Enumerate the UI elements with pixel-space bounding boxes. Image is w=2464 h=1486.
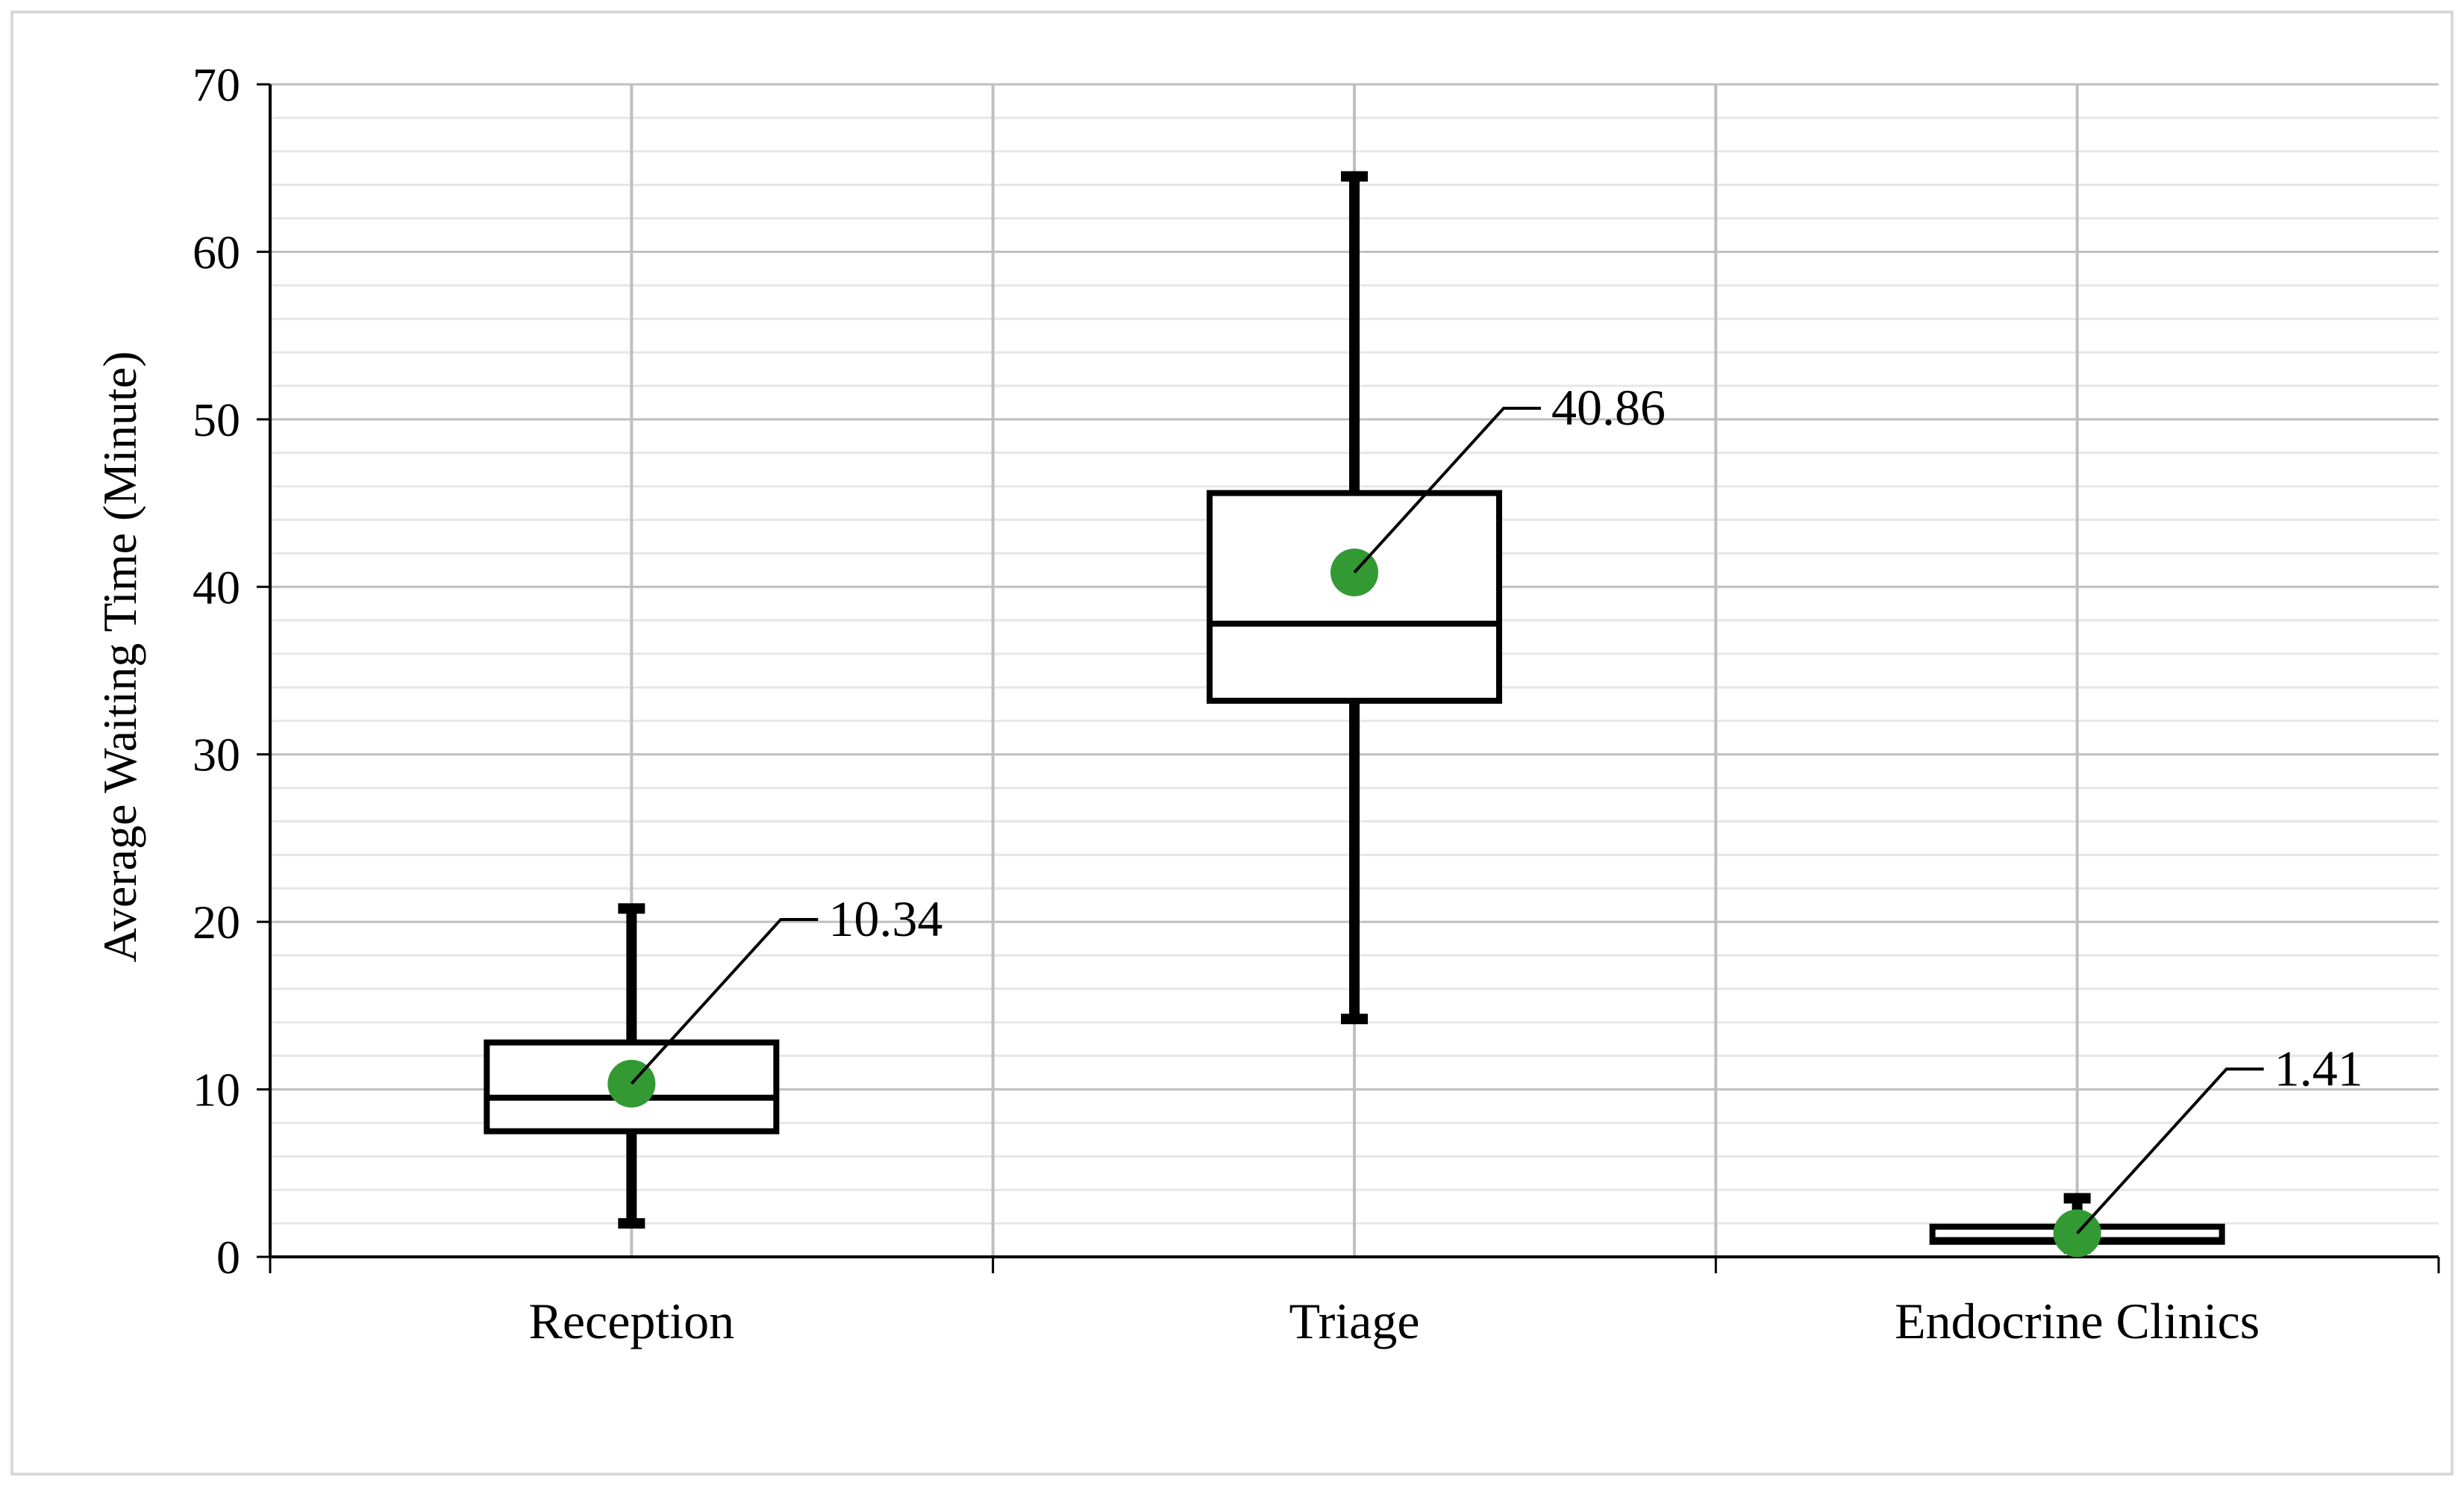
mean-leader-line [2076, 1067, 2264, 1234]
mean-leader-line [1353, 406, 1541, 574]
mean-label: 1.41 [2274, 1040, 2363, 1096]
box-reception [484, 903, 780, 1229]
y-tick-label: 20 [193, 896, 240, 949]
y-axis-tick-labels: 0 10 20 30 40 50 60 70 [193, 58, 240, 1284]
y-tick-label: 0 [216, 1231, 240, 1284]
y-tick-label: 10 [193, 1064, 240, 1117]
x-axis-tick-labels: Reception Triage Endocrine Clinics [528, 1293, 2260, 1349]
mean-callouts: 10.34 40.86 1.41 [630, 379, 2363, 1234]
x-tick-label: Reception [528, 1293, 734, 1349]
y-tick-label: 30 [193, 728, 240, 781]
iqr-box [1207, 490, 1502, 704]
mean-label: 40.86 [1551, 379, 1666, 436]
mean-leader-line [630, 917, 819, 1085]
y-tick-label: 60 [193, 225, 240, 278]
mean-label: 10.34 [828, 890, 942, 947]
box-series [484, 171, 2225, 1258]
box-endocrine-clinics [1929, 1193, 2225, 1258]
x-tick-label: Triage [1289, 1293, 1419, 1349]
x-tick-label: Endocrine Clinics [1895, 1293, 2260, 1349]
box-triage [1207, 171, 1502, 1025]
y-axis-title: Average Waiting Time (Minute) [93, 351, 146, 962]
y-tick-label: 50 [193, 393, 240, 446]
y-tick-label: 70 [193, 58, 240, 111]
y-tick-label: 40 [193, 561, 240, 614]
